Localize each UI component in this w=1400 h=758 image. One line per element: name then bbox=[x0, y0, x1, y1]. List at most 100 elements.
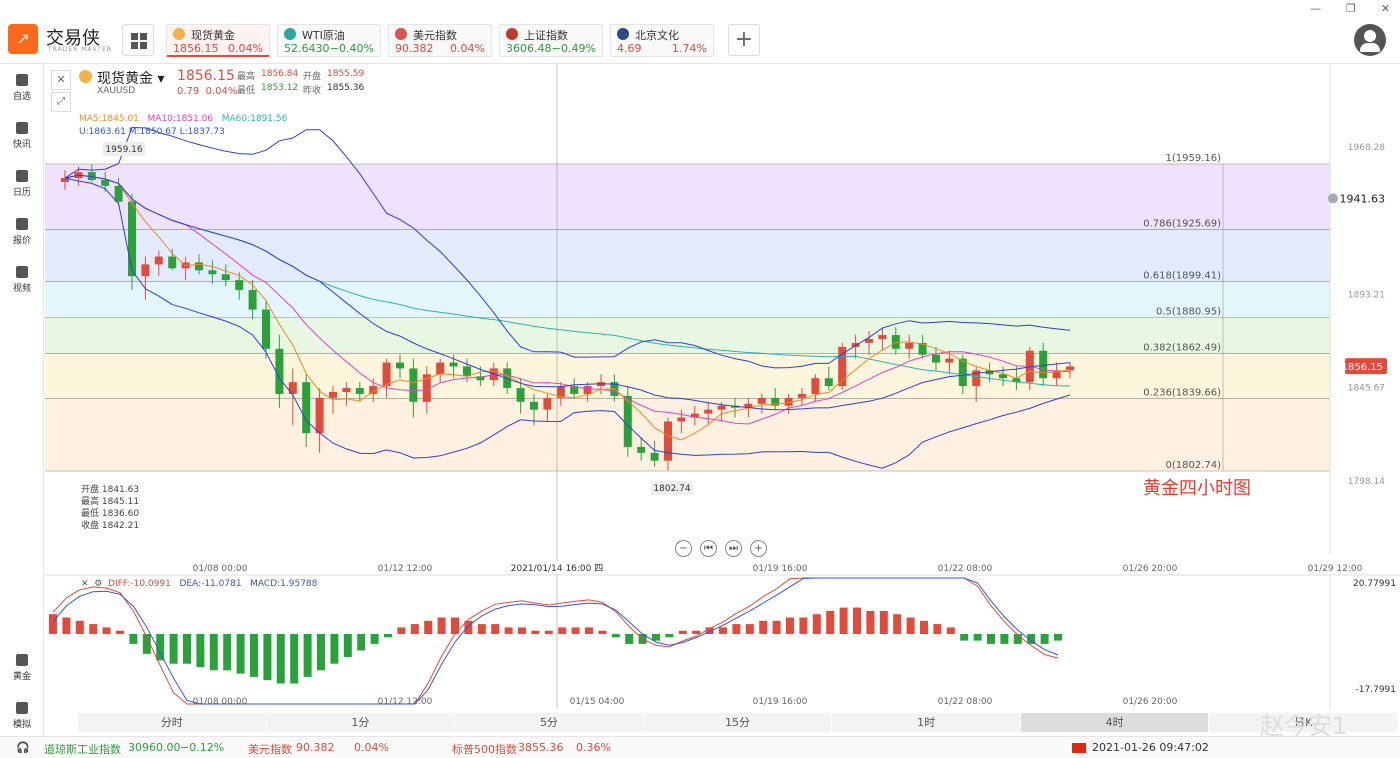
sidebar-item-watchlist[interactable]: 自选 bbox=[0, 68, 44, 110]
bell-icon[interactable] bbox=[1328, 193, 1338, 204]
y-tick-label: 1893.21 bbox=[1348, 290, 1385, 300]
sidebar-item-quotes[interactable]: 报价 bbox=[0, 212, 44, 254]
ticker-dji-name[interactable]: 道琼斯工业指数 bbox=[44, 743, 121, 756]
app-logo-subtitle: TRADER MASTER bbox=[48, 46, 112, 53]
minimize-icon[interactable]: — bbox=[1310, 2, 1321, 15]
macd-bar bbox=[719, 627, 727, 634]
macd-bar bbox=[1054, 634, 1062, 641]
macd-bar bbox=[1013, 634, 1022, 644]
sidebar-item-label: 黄金 bbox=[12, 672, 31, 682]
period-tab-4[interactable]: 1时 bbox=[832, 713, 1020, 732]
candle bbox=[114, 178, 123, 206]
period-tab-6[interactable]: 日K bbox=[1209, 713, 1398, 732]
quote-tab-3[interactable]: 上证指数 3606.48 −0.49% bbox=[499, 24, 603, 57]
fib-band bbox=[45, 164, 1330, 230]
candle bbox=[878, 327, 887, 351]
china-flag-icon bbox=[1072, 743, 1086, 753]
sidebar-item-video[interactable]: 视频 bbox=[0, 260, 44, 302]
macd-bar bbox=[209, 634, 218, 671]
macd-bar bbox=[75, 620, 84, 634]
fib-band bbox=[45, 398, 1330, 471]
ma5-value: MA5:1845.01 bbox=[79, 114, 139, 124]
boll-mid-line bbox=[64, 174, 1071, 411]
zoom-in-icon[interactable]: + bbox=[750, 540, 767, 557]
period-tab-1[interactable]: 1分 bbox=[266, 713, 455, 732]
macd-bar bbox=[504, 627, 513, 634]
sidebar-item-label: 日历 bbox=[12, 188, 31, 198]
settings-icon[interactable]: ⚙ bbox=[94, 579, 103, 589]
ohlc-open: 开盘 1841.63 bbox=[81, 485, 140, 495]
quote-tab-0[interactable]: 现货黄金 1856.15 0.04% bbox=[166, 24, 270, 57]
price-chart[interactable]: 1(1959.16) 0.786(1925.69) 0.618(1899.41) 0.… bbox=[45, 64, 1400, 576]
candle bbox=[1066, 362, 1074, 379]
close-indicator-icon[interactable]: ✕ bbox=[81, 579, 89, 589]
quote-change: −0.40% bbox=[329, 42, 374, 55]
period-tab-3[interactable]: 15分 bbox=[643, 713, 832, 732]
macd-value: MACD:1.95788 bbox=[250, 579, 318, 589]
news-icon bbox=[16, 122, 28, 134]
ohlc-low: 最低 1836.60 bbox=[81, 509, 140, 519]
macd-bar bbox=[343, 634, 352, 658]
ticker-usd-change: 0.04% bbox=[354, 741, 389, 754]
period-tab-0[interactable]: 分时 bbox=[78, 713, 266, 732]
ticker-usd-name[interactable]: 美元指数 bbox=[248, 743, 292, 756]
ma5-line bbox=[64, 174, 1071, 441]
restore-icon[interactable]: ❐ bbox=[1345, 2, 1356, 15]
left-sidebar: 自选 快讯 日历 报价 视频 黄金 模拟 bbox=[0, 64, 44, 736]
grid-menu-button[interactable] bbox=[122, 24, 154, 56]
fib-label: 0.786(1925.69) bbox=[1143, 219, 1221, 230]
quote-icon bbox=[395, 28, 407, 40]
sidebar-item-news[interactable]: 快讯 bbox=[0, 116, 44, 158]
period-tab-2[interactable]: 5分 bbox=[455, 713, 643, 732]
macd-bar bbox=[839, 607, 848, 634]
macd-bar bbox=[477, 624, 486, 634]
add-quote-button[interactable]: + bbox=[728, 24, 760, 56]
quote-change: 0.04% bbox=[450, 42, 485, 55]
headset-icon[interactable]: 🎧 bbox=[16, 741, 30, 754]
macd-bar bbox=[464, 620, 473, 634]
zoom-controls: − ⏮ ⏭ + bbox=[675, 540, 767, 557]
period-tab-5[interactable]: 4时 bbox=[1020, 713, 1209, 732]
macd-chart[interactable]: 20.77991 -17.7991 01/08 00:00 01/12 12:00 01… bbox=[45, 576, 1400, 712]
macd-bar bbox=[692, 630, 701, 634]
close-chart-button[interactable]: ✕ bbox=[51, 70, 71, 90]
y-tick-label: 1845.67 bbox=[1348, 384, 1385, 394]
ticker-dji-price: 30960.00 bbox=[128, 741, 181, 754]
candle bbox=[838, 342, 847, 391]
ticker-sp-name[interactable]: 标普500指数 bbox=[452, 743, 517, 756]
forward-icon[interactable]: ⏭ bbox=[725, 540, 742, 557]
macd-bar bbox=[920, 620, 928, 634]
quote-price: 1856.15 bbox=[173, 42, 219, 55]
quote-tab-2[interactable]: 美元指数 90.382 0.04% bbox=[388, 24, 492, 57]
close-icon[interactable]: ✕ bbox=[1380, 2, 1390, 15]
macd-dea: DEA:-11.0781 bbox=[179, 579, 242, 589]
rewind-icon[interactable]: ⏮ bbox=[700, 540, 717, 557]
chart-area[interactable]: 1(1959.16) 0.786(1925.69) 0.618(1899.41) 0.… bbox=[45, 64, 1400, 736]
quote-tab-4[interactable]: 北京文化 4.69 1.74% bbox=[610, 24, 714, 57]
instrument-symbol: XAUUSD bbox=[97, 86, 136, 96]
candle bbox=[972, 366, 981, 402]
x-tick-label: 01/26 20:00 bbox=[1123, 697, 1178, 707]
low-label: 最低 bbox=[237, 86, 256, 96]
macd-bar bbox=[424, 620, 433, 634]
quote-name: 上证指数 bbox=[524, 29, 568, 42]
quote-price: 3606.48 bbox=[506, 42, 552, 55]
fib-label: 0.382(1862.49) bbox=[1143, 343, 1221, 354]
macd-bar bbox=[1040, 634, 1049, 644]
candle bbox=[798, 388, 806, 406]
macd-bar bbox=[973, 634, 982, 641]
user-avatar[interactable] bbox=[1354, 24, 1386, 56]
macd-bar bbox=[357, 634, 366, 651]
zoom-out-icon[interactable]: − bbox=[675, 540, 692, 557]
sidebar-item-calendar[interactable]: 日历 bbox=[0, 164, 44, 206]
sidebar-item-gold[interactable]: 黄金 bbox=[0, 648, 44, 690]
sidebar-item-demo[interactable]: 模拟 bbox=[0, 696, 44, 738]
quote-price: 52.6430 bbox=[284, 42, 330, 55]
quote-tab-1[interactable]: WTI原油 52.6430 −0.40% bbox=[277, 24, 381, 57]
draw-tool-button[interactable]: ⤢ bbox=[51, 92, 71, 112]
x-tick-label: 01/12 12:00 bbox=[378, 564, 433, 574]
instrument-name[interactable]: 现货黄金 ▾ bbox=[97, 71, 165, 87]
boll-legend: U:1863.61 M:1850.67 L:1837.73 bbox=[79, 127, 225, 137]
candle bbox=[128, 193, 136, 290]
macd-bar bbox=[370, 634, 379, 644]
